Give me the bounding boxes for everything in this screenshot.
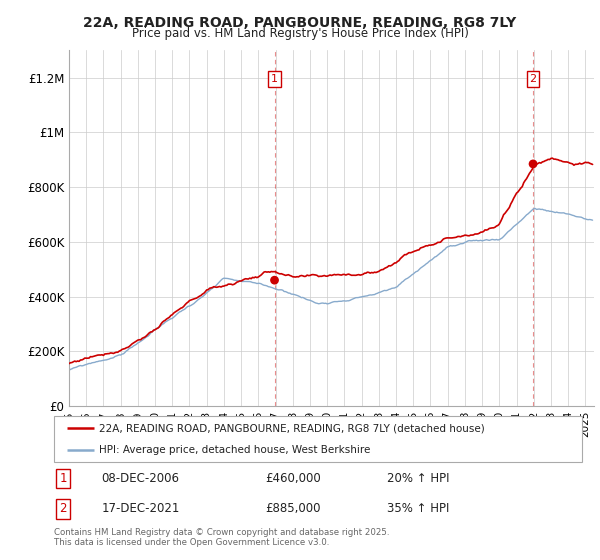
Text: 22A, READING ROAD, PANGBOURNE, READING, RG8 7LY (detached house): 22A, READING ROAD, PANGBOURNE, READING, … (99, 423, 485, 433)
Point (528, 160, 538, 169)
Point (270, 276, 280, 284)
Text: 2: 2 (530, 74, 536, 84)
Text: 17-DEC-2021: 17-DEC-2021 (101, 502, 180, 515)
Text: 1: 1 (59, 472, 67, 485)
Text: 08-DEC-2006: 08-DEC-2006 (101, 472, 179, 485)
Text: 2: 2 (59, 502, 67, 515)
Text: HPI: Average price, detached house, West Berkshire: HPI: Average price, detached house, West… (99, 445, 370, 455)
Text: £460,000: £460,000 (265, 472, 321, 485)
Text: £885,000: £885,000 (265, 502, 321, 515)
Text: 20% ↑ HPI: 20% ↑ HPI (386, 472, 449, 485)
Text: 35% ↑ HPI: 35% ↑ HPI (386, 502, 449, 515)
Text: 1: 1 (271, 74, 278, 84)
Text: Contains HM Land Registry data © Crown copyright and database right 2025.
This d: Contains HM Land Registry data © Crown c… (54, 528, 389, 547)
Text: 22A, READING ROAD, PANGBOURNE, READING, RG8 7LY: 22A, READING ROAD, PANGBOURNE, READING, … (83, 16, 517, 30)
Text: Price paid vs. HM Land Registry's House Price Index (HPI): Price paid vs. HM Land Registry's House … (131, 27, 469, 40)
